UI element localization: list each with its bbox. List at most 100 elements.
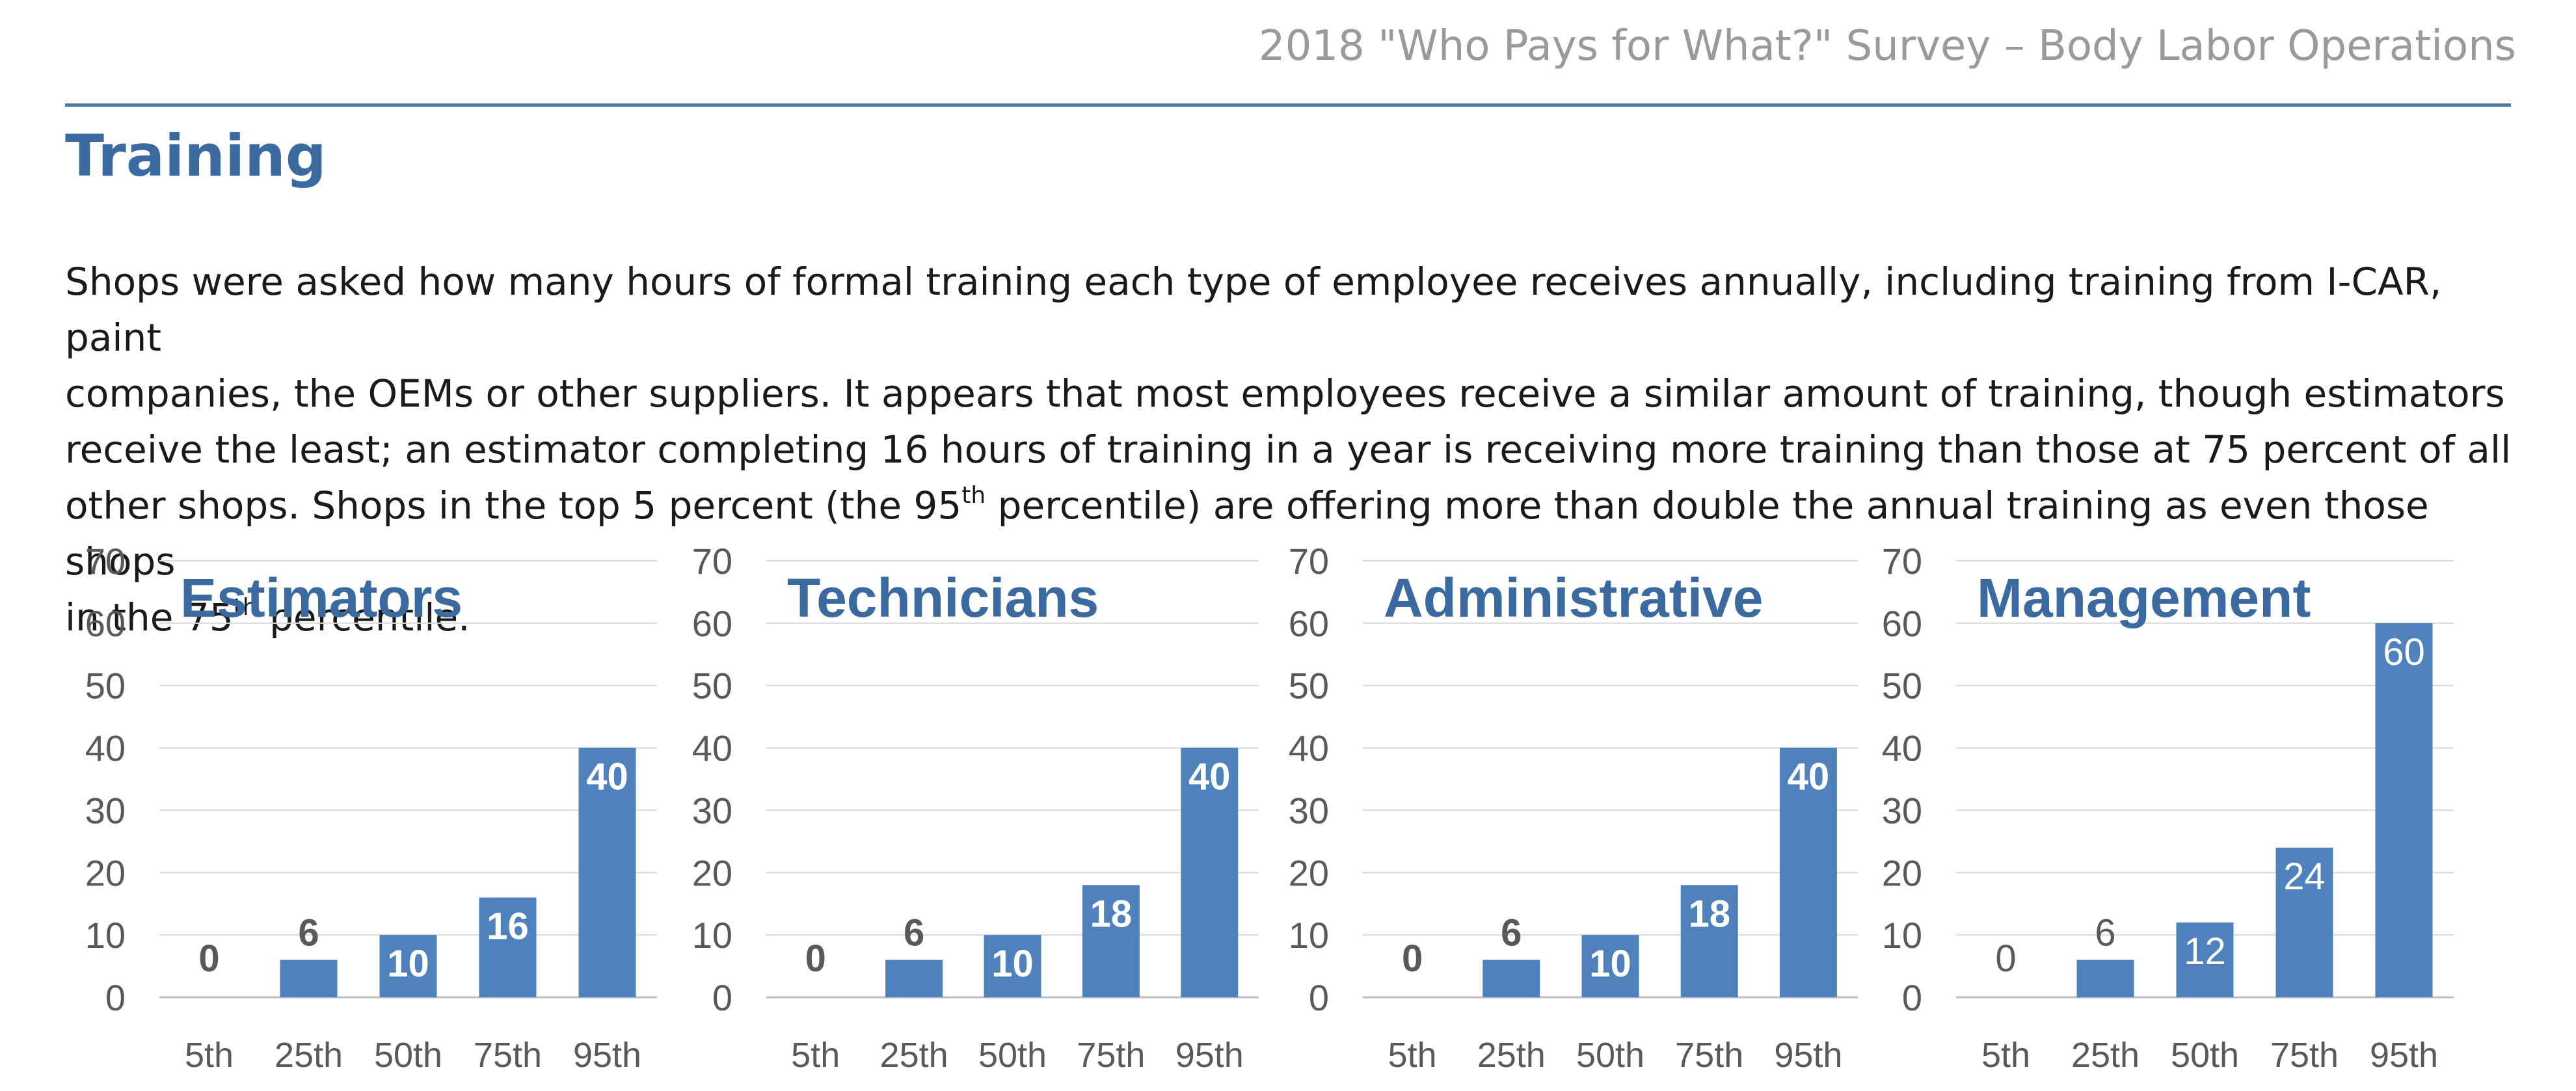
y-tick-label: 10 (1882, 915, 1922, 956)
intro-paragraph: Shops were asked how many hours of forma… (65, 254, 2517, 645)
x-tick-label: 75th (2270, 1036, 2339, 1075)
y-tick-label: 50 (1882, 666, 1922, 707)
bar (1483, 960, 1540, 997)
y-tick-label: 30 (85, 790, 126, 831)
y-tick-label: 50 (1289, 666, 1329, 707)
y-tick-label: 10 (692, 915, 732, 956)
y-tick-label: 20 (692, 852, 732, 893)
y-tick-label: 70 (85, 541, 126, 582)
data-label: 40 (1188, 756, 1231, 798)
intro-text: percentile) are offering more than doubl… (65, 483, 2429, 584)
data-label: 40 (586, 756, 628, 798)
y-tick-label: 0 (105, 977, 126, 1018)
data-label: 6 (2095, 911, 2115, 954)
y-tick-label: 30 (692, 790, 732, 831)
data-label: 18 (1688, 893, 1730, 935)
data-label: 24 (2283, 855, 2326, 898)
intro-text: in the 75 (65, 595, 234, 640)
data-label: 60 (2383, 631, 2425, 673)
x-tick-label: 5th (1388, 1036, 1437, 1075)
intro-line: Shops were asked how many hours of forma… (65, 260, 2442, 360)
data-label: 18 (1090, 893, 1133, 935)
x-tick-label: 25th (1477, 1036, 1546, 1075)
intro-line: other shops. Shops in the top 5 percent … (65, 478, 2517, 589)
intro-text: percentile. (257, 595, 470, 640)
x-tick-label: 50th (1576, 1036, 1644, 1075)
bar (578, 748, 636, 997)
data-label: 6 (1501, 911, 1522, 954)
x-tick-label: 25th (880, 1036, 948, 1075)
bar (280, 960, 338, 997)
data-label: 16 (487, 906, 529, 948)
data-label: 6 (298, 911, 319, 954)
bar (2375, 623, 2433, 997)
y-tick-label: 0 (1902, 977, 1922, 1018)
x-tick-label: 50th (2171, 1036, 2239, 1075)
chart-title: Technicians (787, 567, 1099, 628)
header-rule (65, 103, 2511, 107)
section-title: Training (65, 122, 327, 189)
y-tick-label: 60 (1882, 603, 1922, 644)
data-label: 10 (387, 943, 429, 985)
intro-line: companies, the OEMs or other suppliers. … (65, 371, 2505, 416)
x-tick-label: 75th (1675, 1036, 1743, 1075)
y-tick-label: 40 (1882, 728, 1922, 769)
bar (1181, 748, 1239, 997)
x-tick-label: 75th (474, 1036, 542, 1075)
superscript: th (233, 594, 258, 621)
x-tick-label: 5th (1981, 1036, 2030, 1075)
data-label: 0 (805, 937, 826, 980)
bar (479, 897, 537, 997)
y-tick-label: 70 (1882, 541, 1922, 582)
x-tick-label: 5th (791, 1036, 840, 1075)
y-tick-label: 70 (692, 541, 732, 582)
bar (2076, 960, 2134, 997)
y-tick-label: 40 (1289, 728, 1329, 769)
x-tick-label: 95th (1175, 1036, 1244, 1075)
y-tick-label: 60 (692, 603, 732, 644)
y-tick-label: 40 (85, 728, 126, 769)
x-tick-label: 95th (573, 1036, 641, 1075)
superscript: th (961, 482, 986, 509)
y-tick-label: 10 (85, 915, 126, 956)
y-tick-label: 20 (85, 852, 126, 893)
bar (1680, 885, 1738, 997)
bar (885, 960, 943, 997)
data-label: 0 (198, 937, 219, 980)
y-tick-label: 30 (1289, 790, 1329, 831)
bar (1581, 935, 1639, 997)
y-tick-label: 50 (85, 666, 126, 707)
data-label: 40 (1788, 756, 1830, 798)
x-tick-label: 50th (978, 1036, 1047, 1075)
data-label: 10 (991, 943, 1034, 985)
bar (1779, 748, 1837, 997)
y-tick-label: 20 (1289, 852, 1329, 893)
y-tick-label: 50 (692, 666, 732, 707)
chart-title: Administrative (1384, 567, 1764, 628)
data-label: 0 (1995, 937, 2016, 980)
chart-title: Estimators (180, 567, 463, 628)
intro-line: receive the least; an estimator completi… (65, 427, 2512, 472)
bar (2176, 922, 2234, 997)
x-tick-label: 25th (275, 1036, 343, 1075)
data-label: 12 (2184, 930, 2226, 973)
y-tick-label: 60 (1289, 603, 1329, 644)
bar (379, 935, 437, 997)
y-tick-label: 10 (1289, 915, 1329, 956)
bar (2275, 847, 2333, 997)
x-tick-label: 95th (1774, 1036, 1842, 1075)
intro-text: other shops. Shops in the top 5 percent … (65, 483, 962, 528)
bar (984, 935, 1041, 997)
y-tick-label: 70 (1289, 541, 1329, 582)
x-tick-label: 50th (374, 1036, 442, 1075)
y-tick-label: 60 (85, 603, 126, 644)
running-header: 2018 "Who Pays for What?" Survey – Body … (1258, 22, 2516, 70)
intro-line: in the 75th percentile. (65, 589, 2517, 645)
bar (1082, 885, 1140, 997)
x-tick-label: 95th (2370, 1036, 2438, 1075)
y-tick-label: 0 (712, 977, 732, 1018)
x-tick-label: 25th (2071, 1036, 2140, 1075)
data-label: 6 (904, 911, 924, 954)
y-tick-label: 20 (1882, 852, 1922, 893)
x-tick-label: 5th (185, 1036, 234, 1075)
